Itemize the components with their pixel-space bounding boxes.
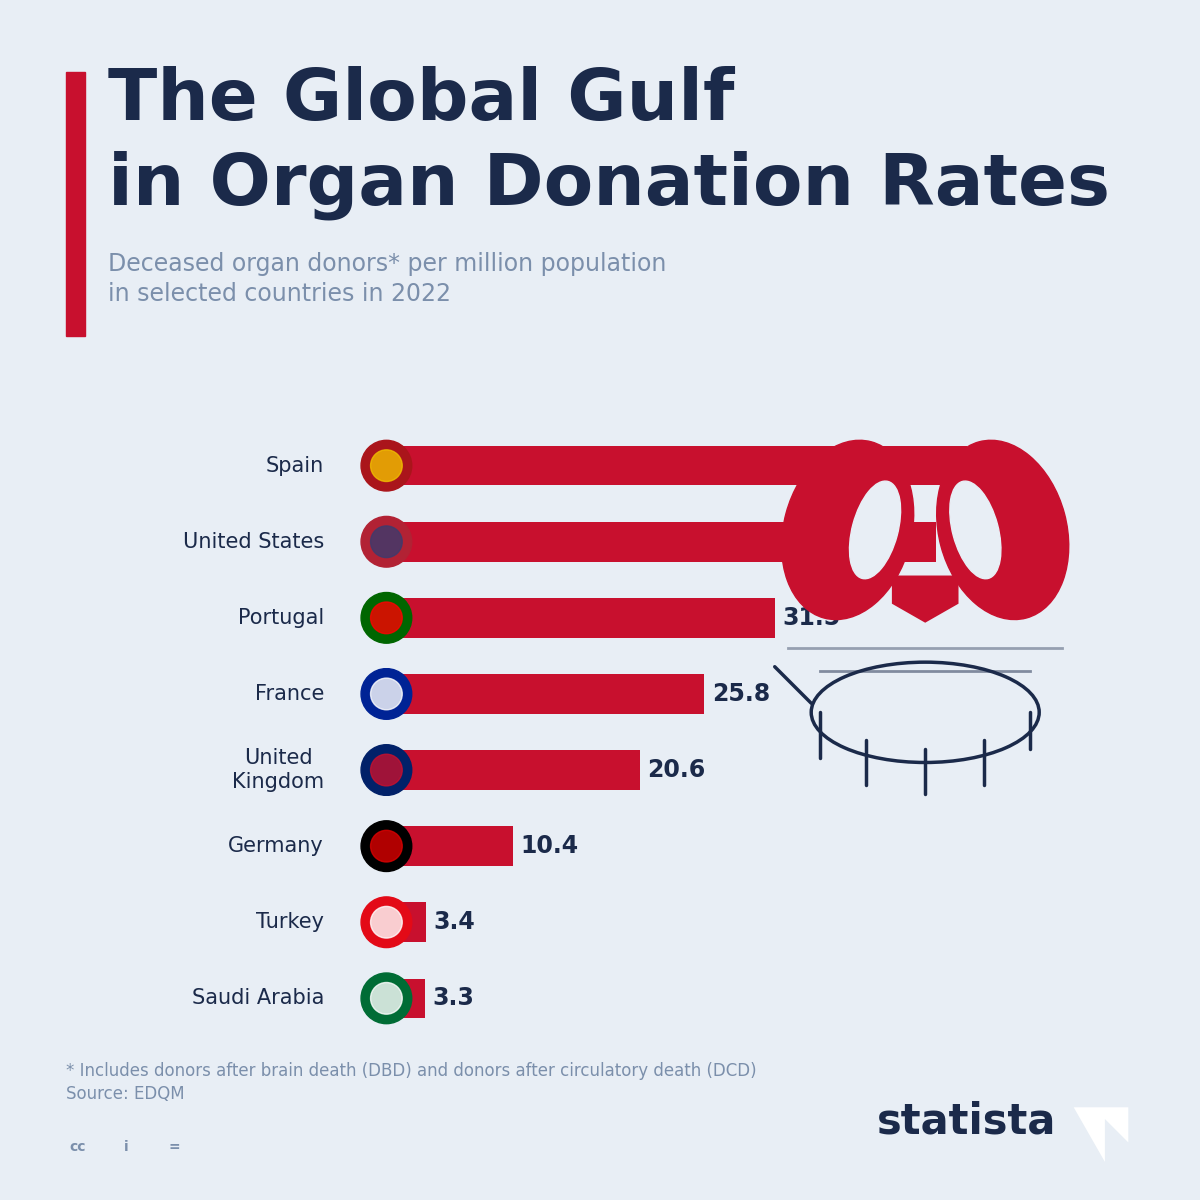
Circle shape (371, 755, 402, 786)
Circle shape (361, 593, 412, 643)
Bar (384, 750, 640, 790)
Text: Turkey: Turkey (256, 912, 324, 932)
Text: United States: United States (182, 532, 324, 552)
Circle shape (371, 450, 402, 481)
Circle shape (371, 526, 402, 558)
Text: 3.4: 3.4 (433, 911, 475, 935)
Ellipse shape (949, 481, 1001, 578)
Circle shape (361, 973, 412, 1024)
Text: Germany: Germany (228, 836, 324, 856)
Circle shape (361, 516, 412, 568)
Bar (384, 827, 514, 866)
Text: cc: cc (70, 1140, 86, 1154)
Text: in Organ Donation Rates: in Organ Donation Rates (108, 150, 1110, 220)
Text: i: i (124, 1140, 128, 1154)
Bar (384, 446, 967, 486)
Circle shape (371, 830, 402, 862)
Text: 3.3: 3.3 (432, 986, 474, 1010)
Circle shape (361, 745, 412, 796)
Ellipse shape (937, 440, 1069, 619)
Bar (384, 674, 704, 714)
Text: 10.4: 10.4 (521, 834, 578, 858)
PathPatch shape (893, 576, 958, 622)
Bar (384, 978, 425, 1018)
Text: Saudi Arabia: Saudi Arabia (192, 989, 324, 1008)
Text: The Global Gulf: The Global Gulf (108, 66, 734, 134)
Ellipse shape (850, 481, 901, 578)
Circle shape (371, 983, 402, 1014)
Circle shape (371, 678, 402, 709)
Text: 31.5: 31.5 (782, 606, 841, 630)
Bar (384, 902, 426, 942)
Text: * Includes donors after brain death (DBD) and donors after circulatory death (DC: * Includes donors after brain death (DBD… (66, 1062, 757, 1080)
Text: 20.6: 20.6 (647, 758, 706, 782)
Circle shape (361, 896, 412, 948)
Circle shape (371, 602, 402, 634)
Circle shape (361, 821, 412, 871)
Text: 25.8: 25.8 (712, 682, 770, 706)
Circle shape (371, 906, 402, 938)
Circle shape (361, 440, 412, 491)
Text: France: France (254, 684, 324, 704)
Ellipse shape (781, 440, 913, 619)
PathPatch shape (1074, 1108, 1128, 1162)
Bar (384, 598, 775, 637)
Text: Portugal: Portugal (238, 608, 324, 628)
Text: United
Kingdom: United Kingdom (232, 749, 324, 792)
Circle shape (361, 668, 412, 719)
Text: 47.0: 47.0 (974, 454, 1033, 478)
Text: 44.5: 44.5 (944, 529, 1002, 553)
Text: =: = (168, 1140, 180, 1154)
Text: Deceased organ donors* per million population: Deceased organ donors* per million popul… (108, 252, 666, 276)
Bar (384, 522, 936, 562)
Text: in selected countries in 2022: in selected countries in 2022 (108, 282, 451, 306)
Text: Spain: Spain (265, 456, 324, 475)
Text: Source: EDQM: Source: EDQM (66, 1085, 185, 1103)
Text: statista: statista (877, 1100, 1056, 1142)
